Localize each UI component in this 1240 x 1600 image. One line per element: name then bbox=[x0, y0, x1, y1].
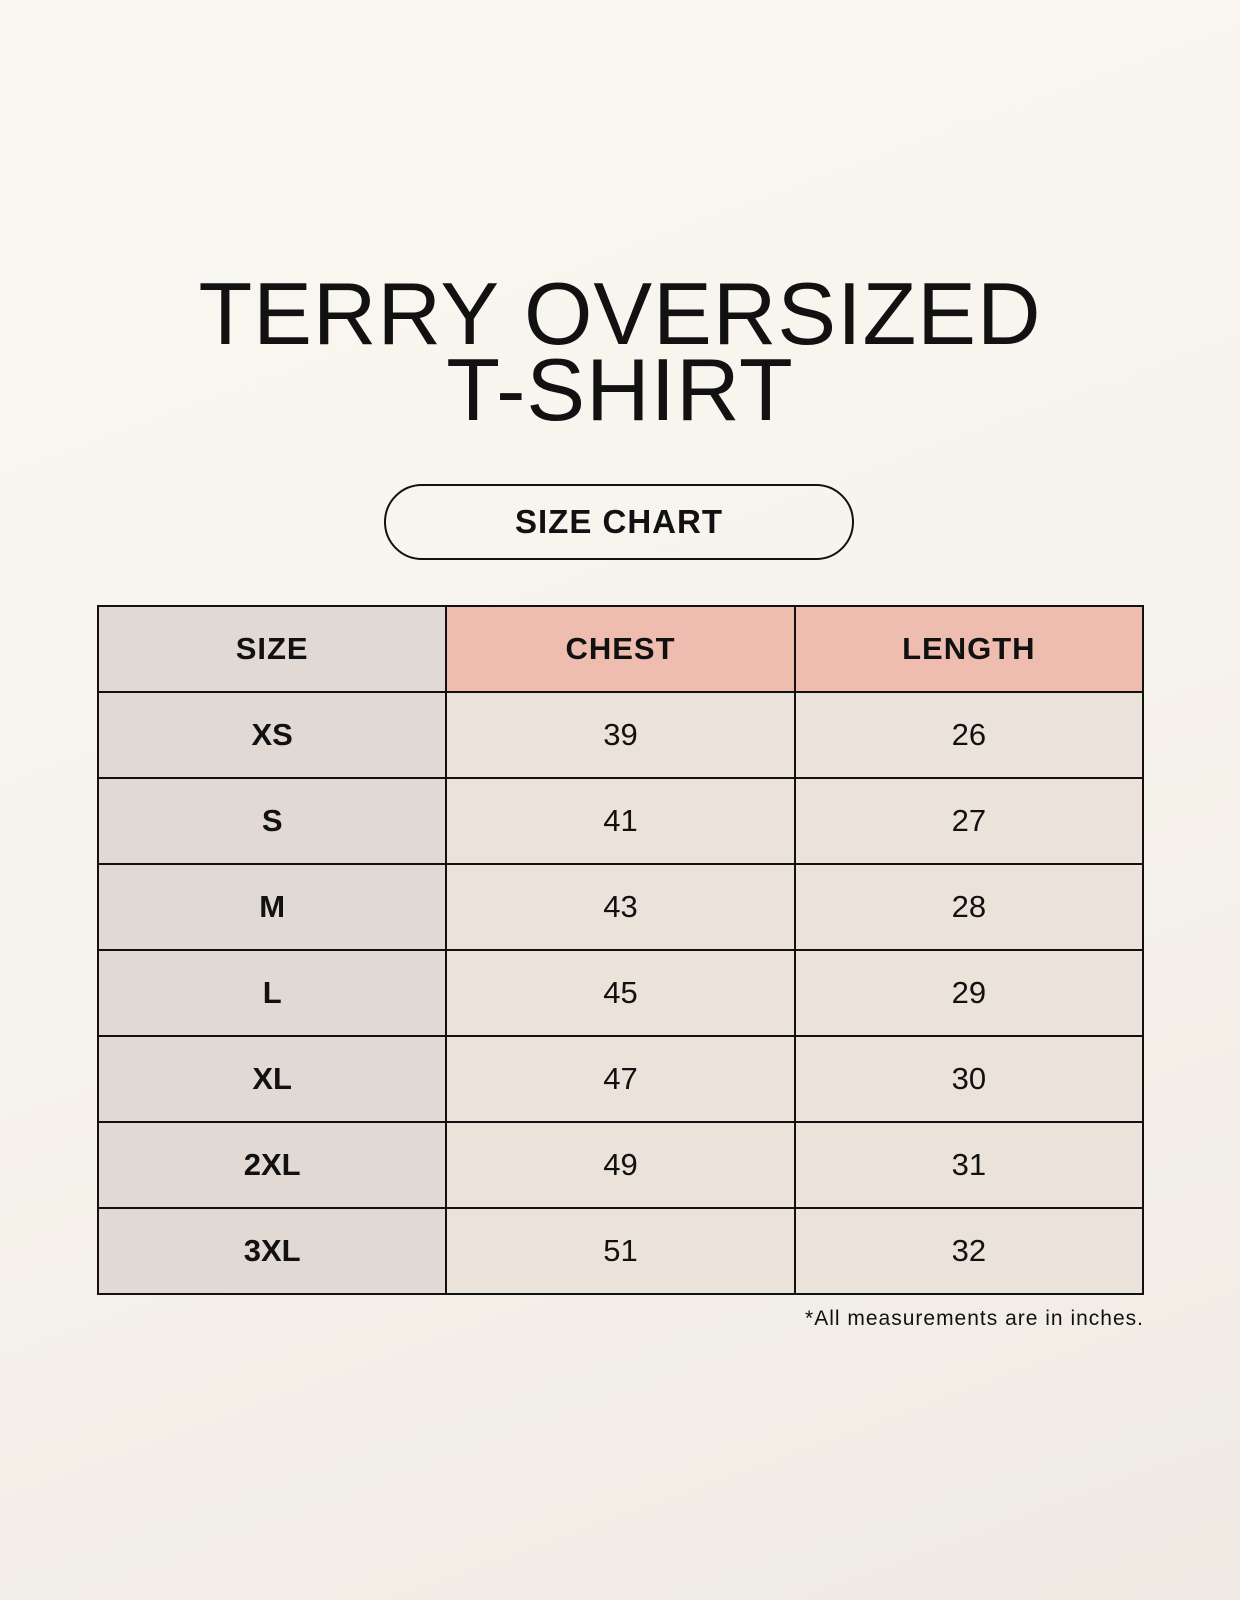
size-table: SIZE CHEST LENGTH XS 39 26 S 41 27 M 43 28 L 45 29 X… bbox=[96, 605, 1145, 1295]
title-line-1: TERRY OVERSIZED bbox=[198, 264, 1042, 363]
cell-chest: 49 bbox=[445, 1121, 796, 1209]
table-row: L 45 29 bbox=[96, 949, 1145, 1037]
table-row: M 43 28 bbox=[96, 863, 1145, 951]
header-row: SIZE CHEST LENGTH bbox=[96, 605, 1145, 693]
cell-chest: 51 bbox=[445, 1207, 796, 1295]
cell-length: 29 bbox=[793, 949, 1145, 1037]
cell-length: 27 bbox=[793, 777, 1145, 865]
page-title: TERRY OVERSIZED T-SHIRT bbox=[0, 264, 1240, 439]
badge-label: SIZE CHART bbox=[515, 503, 723, 540]
table-row: XL 47 30 bbox=[96, 1035, 1145, 1123]
cell-chest: 45 bbox=[445, 949, 796, 1037]
cell-size: M bbox=[96, 863, 448, 951]
cell-size: 3XL bbox=[96, 1207, 448, 1295]
cell-size: XS bbox=[96, 691, 448, 779]
cell-size: L bbox=[96, 949, 448, 1037]
table-row: S 41 27 bbox=[96, 777, 1145, 865]
cell-size: 2XL bbox=[96, 1121, 448, 1209]
cell-chest: 41 bbox=[445, 777, 796, 865]
footnote: *All measurements are in inches. bbox=[805, 1307, 1144, 1330]
table-row: XS 39 26 bbox=[96, 691, 1145, 779]
cell-size: XL bbox=[96, 1035, 448, 1123]
cell-length: 26 bbox=[793, 691, 1145, 779]
cell-length: 31 bbox=[793, 1121, 1145, 1209]
cell-chest: 39 bbox=[445, 691, 796, 779]
table-row: 3XL 51 32 bbox=[96, 1207, 1145, 1295]
table-row: 2XL 49 31 bbox=[96, 1121, 1145, 1209]
cell-length: 28 bbox=[793, 863, 1145, 951]
cell-chest: 47 bbox=[445, 1035, 796, 1123]
size-chart-badge: SIZE CHART bbox=[384, 484, 854, 560]
cell-length: 30 bbox=[793, 1035, 1145, 1123]
header-size: SIZE bbox=[96, 605, 448, 693]
header-chest: CHEST bbox=[445, 605, 796, 693]
cell-length: 32 bbox=[793, 1207, 1145, 1295]
title-line-2: T-SHIRT bbox=[446, 340, 794, 439]
header-length: LENGTH bbox=[793, 605, 1145, 693]
cell-size: S bbox=[96, 777, 448, 865]
cell-chest: 43 bbox=[445, 863, 796, 951]
